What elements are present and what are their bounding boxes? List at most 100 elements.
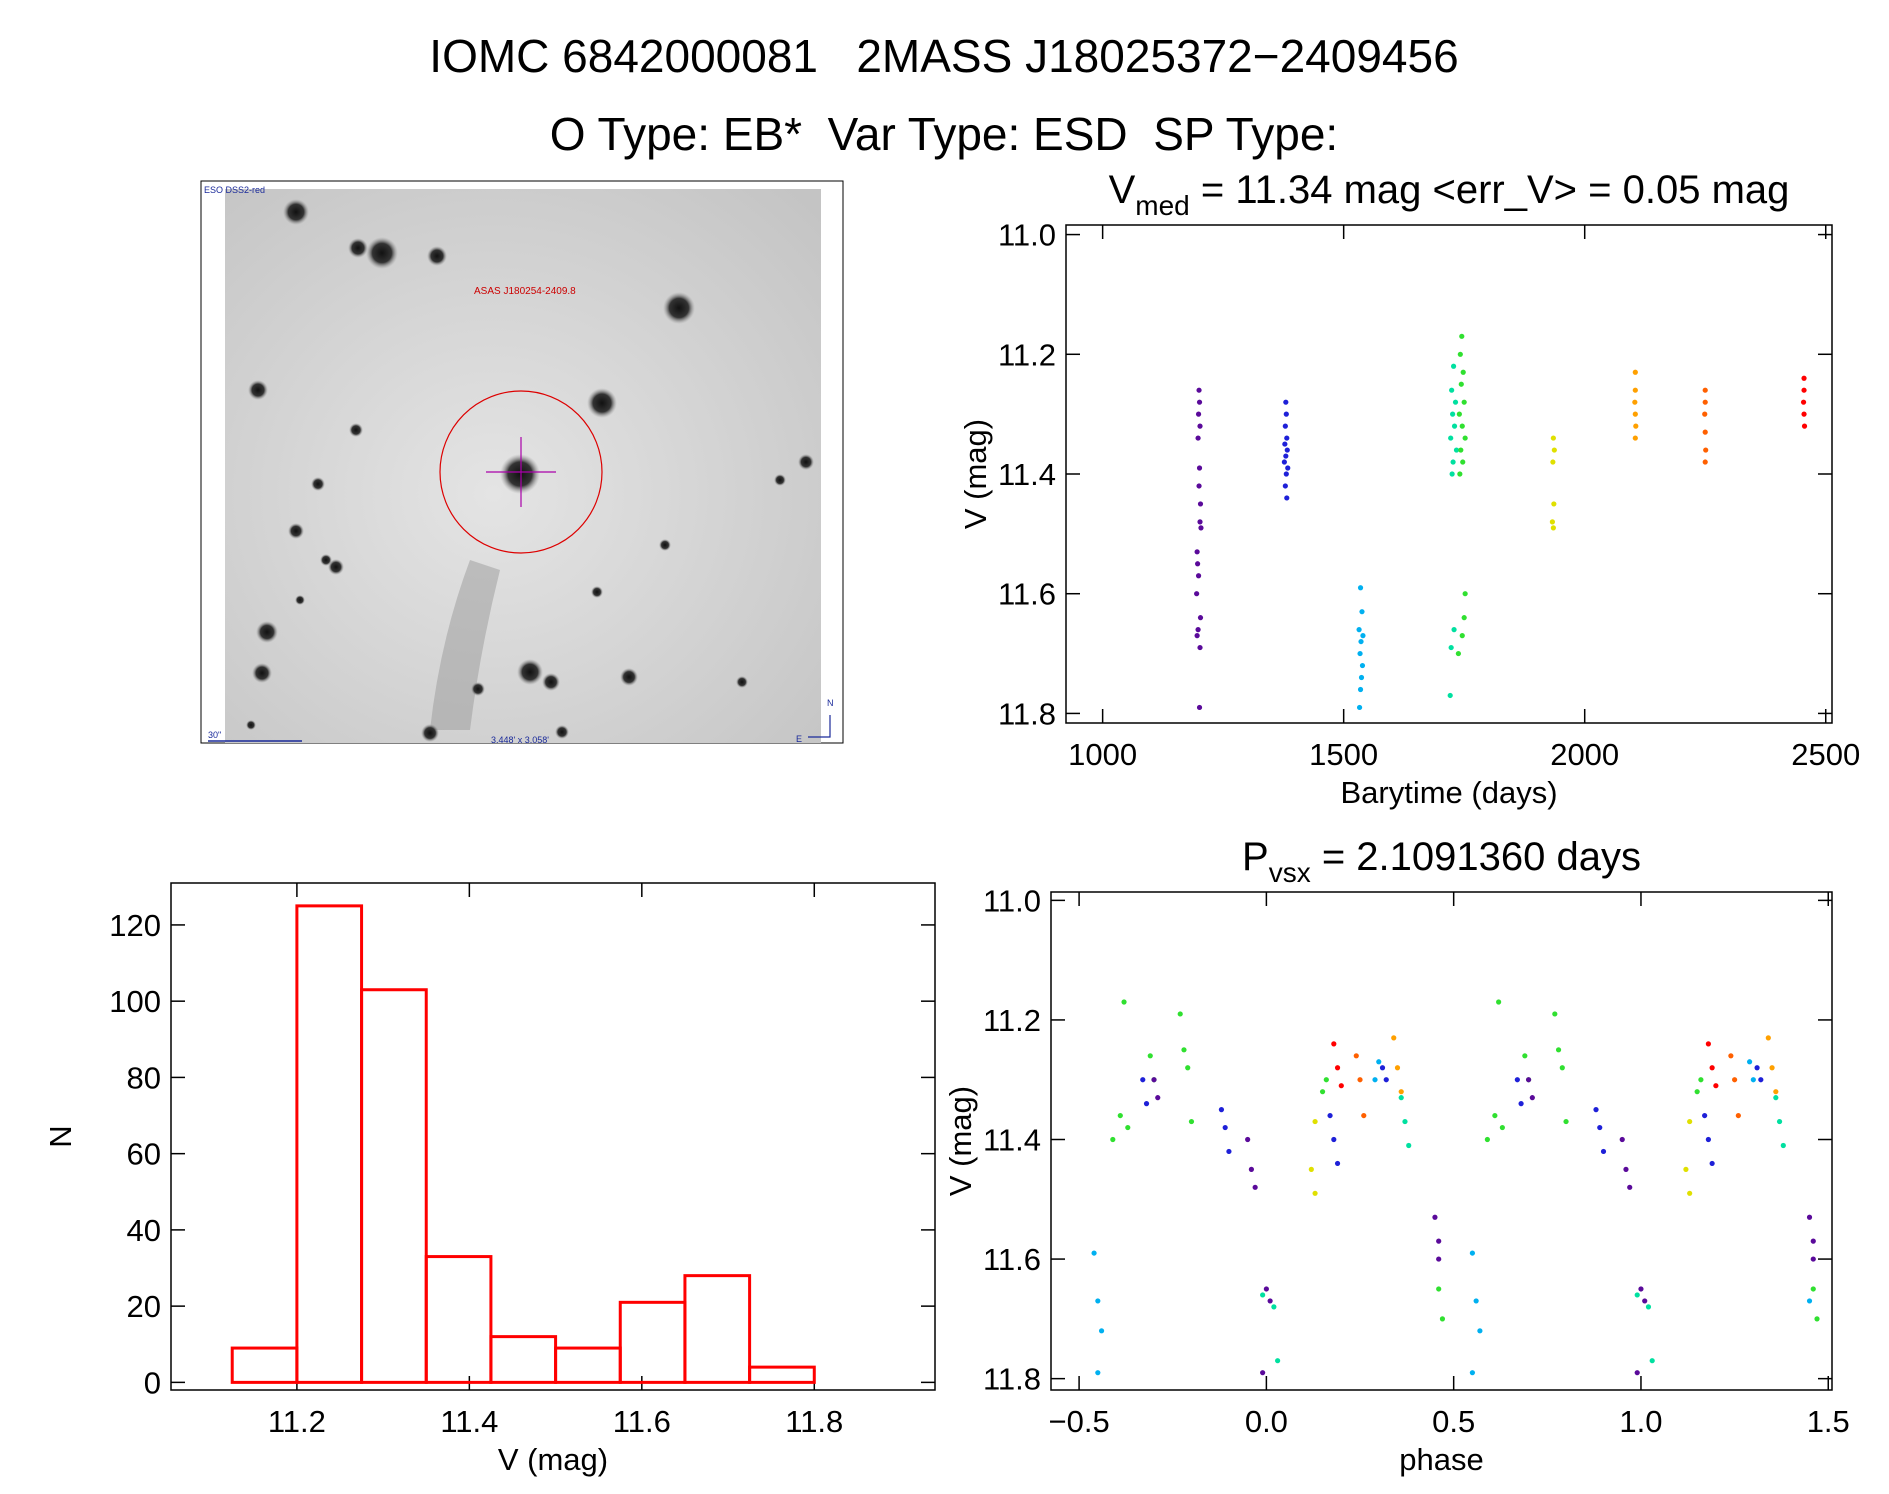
- data-point: [1776, 1118, 1783, 1125]
- data-point: [1197, 519, 1203, 525]
- data-point: [1226, 1148, 1232, 1155]
- data-point: [1549, 519, 1556, 525]
- data-point: [1806, 1214, 1813, 1220]
- data-point: [1117, 1112, 1123, 1119]
- compass-north: N: [827, 698, 834, 708]
- data-point: [1702, 1112, 1708, 1119]
- data-point: [1702, 411, 1708, 417]
- data-point: [1194, 549, 1200, 555]
- target-circle: [439, 390, 603, 554]
- data-point: [1459, 633, 1465, 639]
- target-label: ASAS J180254-2409.8: [474, 286, 576, 297]
- data-point: [1357, 585, 1364, 591]
- y-axis-label: N: [43, 1125, 78, 1147]
- data-point: [1702, 399, 1708, 405]
- data-point: [1461, 615, 1467, 621]
- data-point: [1462, 435, 1468, 441]
- data-point: [1702, 387, 1708, 393]
- data-point: [1735, 1112, 1741, 1119]
- x-tick-label: 11.8: [785, 1404, 843, 1439]
- data-point: [1800, 399, 1807, 405]
- data-point: [1436, 1286, 1442, 1292]
- data-point: [1357, 1077, 1363, 1083]
- data-point: [1147, 1053, 1153, 1059]
- data-point: [1285, 465, 1291, 471]
- data-point: [1283, 399, 1289, 405]
- data-point: [1198, 525, 1204, 531]
- data-point: [1702, 429, 1708, 435]
- data-point: [1634, 1370, 1640, 1376]
- data-point: [1197, 423, 1203, 429]
- data-point: [1713, 1083, 1719, 1089]
- data-point: [1194, 633, 1200, 639]
- data-point: [1453, 447, 1460, 453]
- data-point: [1222, 1124, 1228, 1131]
- y-tick-label: 11.6: [998, 577, 1056, 612]
- data-point: [1525, 1077, 1532, 1083]
- data-point: [1633, 423, 1639, 429]
- data-point: [1263, 1286, 1269, 1292]
- scale-label: 30": [208, 730, 221, 740]
- data-point: [1450, 411, 1456, 417]
- y-axis-label: V (mag): [943, 1086, 978, 1196]
- data-point: [1177, 1011, 1183, 1017]
- data-point: [1331, 1136, 1337, 1143]
- x-tick-label: 2500: [1791, 737, 1860, 772]
- data-point: [1327, 1112, 1333, 1119]
- data-point: [1394, 1065, 1401, 1071]
- data-point: [1402, 1118, 1408, 1125]
- data-point: [1439, 1316, 1446, 1322]
- data-point: [1705, 1136, 1711, 1143]
- y-tick-label: 11.0: [998, 218, 1056, 253]
- size-label: 3.448' x 3.058': [491, 735, 549, 745]
- data-point: [1331, 1041, 1337, 1047]
- data-point: [1194, 591, 1200, 597]
- data-point: [1448, 644, 1454, 651]
- data-point: [1379, 1065, 1386, 1071]
- data-point: [1260, 1370, 1266, 1376]
- data-point: [1732, 1077, 1738, 1083]
- data-point: [1456, 411, 1462, 417]
- x-axis-label: phase: [1399, 1442, 1483, 1477]
- data-point: [1323, 1077, 1329, 1083]
- data-point: [1334, 1160, 1341, 1167]
- data-point: [1632, 435, 1638, 441]
- chart: −0.5 0.0 0.5 1.0 1.5 11.0 11.2 11.4 11.6 11.8 phas…: [943, 835, 1850, 1477]
- data-point: [1095, 1370, 1101, 1376]
- data-point: [1694, 1089, 1700, 1095]
- data-point: [1773, 1089, 1779, 1095]
- data-point: [1457, 471, 1463, 477]
- data-point: [1353, 1053, 1359, 1059]
- data-point: [1283, 453, 1289, 459]
- data-point: [1687, 1118, 1693, 1125]
- data-point: [1758, 1077, 1764, 1083]
- data-point: [1801, 411, 1807, 417]
- data-point: [1550, 459, 1556, 465]
- data-point: [1356, 627, 1362, 633]
- y-tick-label: 11.8: [998, 696, 1056, 731]
- x-tick-label: 11.4: [440, 1404, 498, 1439]
- data-point: [1358, 674, 1365, 681]
- data-point: [1283, 411, 1289, 417]
- histogram-bar: [748, 1365, 816, 1384]
- data-point: [1383, 1077, 1389, 1083]
- data-point: [1632, 387, 1638, 393]
- chart-title: Vmed = 11.34 mag <err_V> = 0.05 mag: [1109, 168, 1790, 221]
- title-sub: med: [1135, 190, 1189, 221]
- data-point: [1357, 650, 1363, 657]
- data-point: [1552, 1011, 1558, 1017]
- stars: [246, 199, 814, 742]
- data-point: [1457, 351, 1463, 357]
- data-point: [1196, 399, 1203, 405]
- data-point: [1196, 704, 1203, 711]
- histogram-bar: [554, 1346, 622, 1384]
- data-point: [1728, 1053, 1734, 1059]
- title-rest: = 11.34 mag <err_V> = 0.05 mag: [1190, 168, 1790, 212]
- data-point: [1451, 627, 1457, 633]
- y-tick-label: 11.0: [983, 883, 1041, 918]
- y-tick-label: 0: [144, 1365, 161, 1400]
- data-point: [1593, 1107, 1599, 1113]
- data-point: [1632, 399, 1638, 405]
- data-point: [1284, 435, 1290, 441]
